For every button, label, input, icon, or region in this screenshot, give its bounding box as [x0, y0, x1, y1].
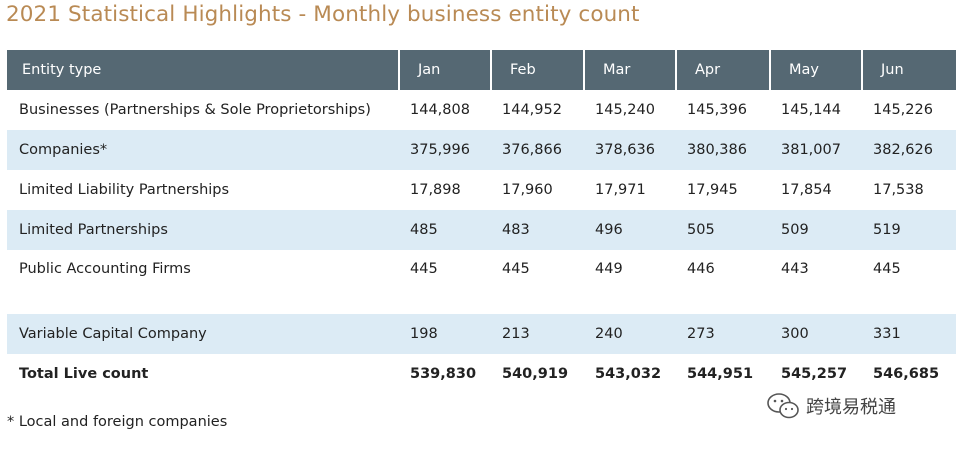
cell-apr: 17,945 [687, 182, 738, 198]
cell-jun: 17,538 [873, 182, 924, 198]
cell-apr: 380,386 [676, 130, 770, 170]
cell-mar: 145,240 [595, 102, 655, 118]
header-mar: Mar [584, 50, 677, 90]
entity-name: Total Live count [19, 366, 149, 382]
cell-jan: 445 [410, 261, 438, 277]
watermark: 跨境易税通 [766, 392, 896, 420]
entity-name: Limited Partnerships [7, 210, 399, 250]
cell-jun: 519 [862, 210, 956, 250]
wechat-icon [767, 393, 799, 419]
cell-may: 145,144 [781, 102, 841, 118]
table-row: Variable Capital Company 198 213 240 273… [7, 314, 956, 354]
cell-may: 300 [770, 314, 862, 354]
cell-mar: 378,636 [584, 130, 676, 170]
cell-may: 509 [770, 210, 862, 250]
cell-apr: 145,396 [687, 102, 747, 118]
table-header-row: Entity type Jan Feb Mar Apr May Jun [7, 50, 956, 90]
cell-jun: 445 [873, 261, 901, 277]
footnote: * Local and foreign companies [7, 414, 228, 430]
cell-feb: 540,919 [502, 366, 569, 382]
cell-feb: 144,952 [502, 102, 562, 118]
cell-mar: 449 [595, 261, 623, 277]
table-row: Companies* 375,996 376,866 378,636 380,3… [7, 130, 956, 170]
header-apr: Apr [676, 50, 771, 90]
cell-may: 545,257 [781, 366, 848, 382]
cell-mar: 17,971 [595, 182, 646, 198]
cell-mar: 543,032 [595, 366, 662, 382]
cell-feb: 213 [491, 314, 584, 354]
cell-jun: 145,226 [873, 102, 933, 118]
cell-jan: 198 [399, 314, 491, 354]
cell-feb: 445 [502, 261, 530, 277]
cell-jan: 539,830 [410, 366, 477, 382]
cell-jan: 485 [399, 210, 491, 250]
header-may: May [770, 50, 863, 90]
cell-jan: 144,808 [410, 102, 470, 118]
entity-count-table: Entity type Jan Feb Mar Apr May Jun Busi… [7, 50, 956, 394]
watermark-text: 跨境易税通 [806, 397, 896, 418]
header-entity-type: Entity type [7, 50, 400, 90]
cell-jan: 375,996 [399, 130, 491, 170]
table-row: Businesses (Partnerships & Sole Propriet… [7, 90, 956, 130]
page-title: 2021 Statistical Highlights - Monthly bu… [6, 2, 640, 27]
entity-name: Public Accounting Firms [19, 261, 191, 277]
cell-jun: 331 [862, 314, 956, 354]
cell-jun: 382,626 [862, 130, 956, 170]
cell-apr: 544,951 [687, 366, 754, 382]
header-jan: Jan [399, 50, 492, 90]
cell-apr: 446 [687, 261, 715, 277]
cell-may: 17,854 [781, 182, 832, 198]
cell-jan: 17,898 [410, 182, 461, 198]
cell-mar: 496 [584, 210, 676, 250]
entity-name: Limited Liability Partnerships [19, 182, 230, 198]
entity-name: Companies* [7, 130, 399, 170]
cell-apr: 273 [676, 314, 770, 354]
header-jun: Jun [862, 50, 956, 90]
header-feb: Feb [491, 50, 585, 90]
entity-name: Variable Capital Company [7, 314, 399, 354]
cell-jun: 546,685 [873, 366, 940, 382]
table-row: Public Accounting Firms 445 445 449 446 … [7, 250, 956, 314]
table-row: Limited Liability Partnerships 17,898 17… [7, 170, 956, 210]
cell-mar: 240 [584, 314, 676, 354]
cell-feb: 483 [491, 210, 584, 250]
cell-feb: 376,866 [491, 130, 584, 170]
entity-name: Businesses (Partnerships & Sole Propriet… [19, 102, 371, 118]
table-total-row: Total Live count 539,830 540,919 543,032… [7, 354, 956, 394]
cell-may: 443 [781, 261, 809, 277]
cell-may: 381,007 [770, 130, 862, 170]
cell-apr: 505 [676, 210, 770, 250]
table-row: Limited Partnerships 485 483 496 505 509… [7, 210, 956, 250]
cell-feb: 17,960 [502, 182, 553, 198]
